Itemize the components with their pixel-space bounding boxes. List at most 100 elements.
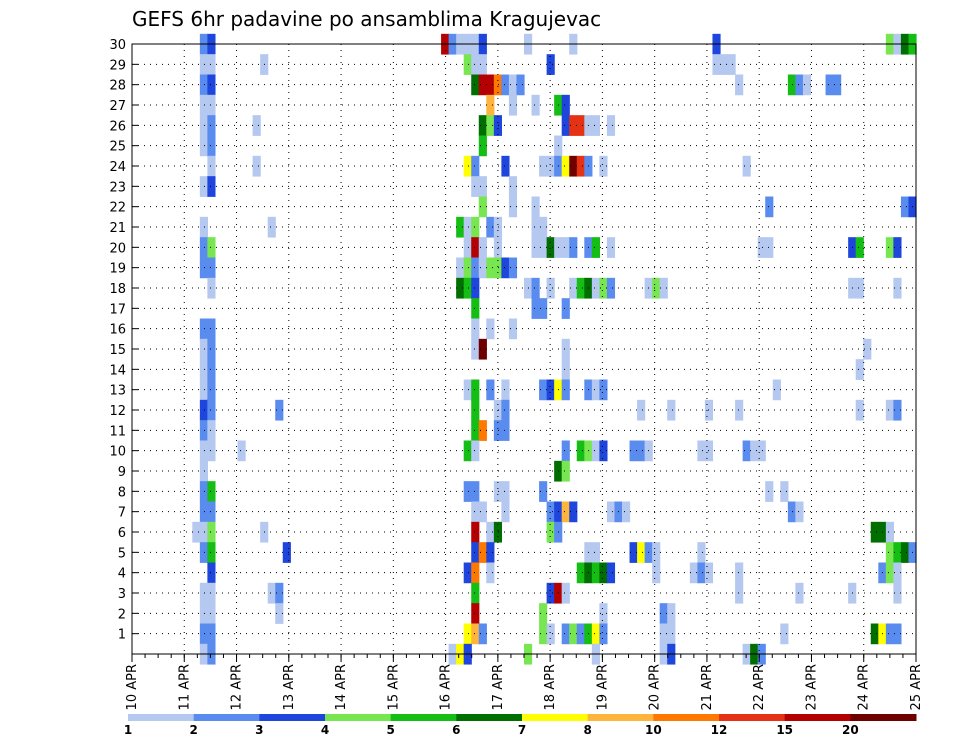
heatmap-cell — [539, 298, 548, 319]
heatmap-cell — [546, 623, 555, 645]
heatmap-cell — [599, 562, 608, 584]
heatmap-cell — [900, 196, 910, 218]
chart-title: GEFS 6hr padavine po ansamblima Kragujev… — [132, 7, 601, 31]
heatmap-cell — [531, 298, 540, 319]
heatmap-cell — [199, 338, 208, 360]
y-tick-label: 22 — [109, 201, 126, 216]
heatmap-cell — [546, 277, 555, 299]
legend-label: 7 — [518, 723, 526, 737]
heatmap-cell — [471, 216, 480, 238]
x-tick-label: 24 APR — [857, 664, 872, 710]
heatmap-cell — [199, 542, 208, 563]
y-tick-label: 23 — [109, 180, 126, 195]
x-tick-label: 14 APR — [334, 664, 349, 710]
heatmap-cell — [493, 521, 502, 543]
heatmap-cell — [561, 155, 570, 177]
heatmap-cell — [606, 115, 616, 136]
heatmap-cell — [599, 379, 608, 401]
heatmap-cell — [199, 379, 208, 401]
heatmap-cell — [727, 54, 736, 75]
legend-swatch — [784, 714, 851, 721]
heatmap-cell — [471, 603, 480, 624]
heatmap-cell — [885, 237, 894, 258]
legend-label: 12 — [711, 723, 728, 737]
heatmap-cell — [199, 420, 208, 441]
heatmap-cell — [561, 582, 570, 604]
heatmap-cell — [207, 501, 216, 523]
heatmap-cell — [802, 74, 812, 96]
heatmap-cell — [463, 216, 472, 238]
heatmap-cell — [478, 74, 487, 96]
heatmap-cell — [501, 155, 510, 177]
heatmap-cell — [463, 237, 472, 258]
x-tick-label: 17 APR — [491, 664, 506, 710]
legend-swatch — [259, 714, 326, 721]
legend-label: 2 — [189, 723, 197, 737]
y-tick-label: 10 — [109, 445, 126, 460]
heatmap-cell — [599, 155, 608, 177]
heatmap-cell — [870, 623, 879, 645]
heatmap-cell — [591, 542, 600, 563]
heatmap-cell — [546, 521, 555, 543]
heatmap-cell — [546, 501, 555, 523]
heatmap-cell — [199, 135, 208, 157]
legend-swatch — [850, 714, 917, 721]
heatmap-cell — [531, 216, 540, 238]
y-tick-label: 20 — [109, 241, 126, 256]
heatmap-cell — [885, 542, 894, 563]
heatmap-cell — [863, 338, 872, 360]
heatmap-cell — [478, 176, 487, 197]
y-tick-label: 1 — [118, 628, 126, 643]
heatmap-cell — [757, 440, 766, 462]
heatmap-cell — [471, 501, 480, 523]
heatmap-cell — [207, 338, 216, 360]
heatmap-cell — [629, 542, 638, 563]
heatmap-cell — [569, 155, 578, 177]
heatmap-cell — [471, 521, 480, 543]
y-tick-label: 19 — [109, 262, 126, 277]
heatmap-cell — [207, 542, 216, 563]
heatmap-cell — [569, 623, 578, 645]
heatmap-cell — [207, 603, 216, 624]
heatmap-cell — [199, 318, 208, 340]
heatmap-cell — [795, 74, 804, 96]
heatmap-cell — [561, 379, 570, 401]
heatmap-cell — [569, 501, 578, 523]
y-tick-label: 16 — [109, 323, 126, 338]
heatmap-cell — [463, 257, 472, 279]
heatmap-cell — [508, 196, 518, 218]
legend-swatch — [719, 714, 786, 721]
heatmap-cell — [199, 359, 208, 380]
x-tick-label: 18 APR — [543, 664, 558, 710]
heatmap-cell — [207, 115, 216, 136]
y-tick-label: 7 — [118, 506, 126, 521]
heatmap-cell — [486, 216, 495, 238]
x-tick-label: 19 APR — [595, 664, 610, 710]
heatmap-cell — [561, 94, 570, 116]
heatmap-cell — [833, 74, 842, 96]
y-tick-label: 6 — [118, 526, 126, 541]
heatmap-cell — [591, 379, 600, 401]
heatmap-cell — [207, 277, 216, 299]
heatmap-cell — [199, 582, 208, 604]
heatmap-cell — [493, 257, 502, 279]
legend-label: 6 — [452, 723, 460, 737]
heatmap-cell — [207, 74, 216, 96]
y-tick-label: 5 — [118, 546, 126, 561]
heatmap-cell — [471, 74, 480, 96]
heatmap-cell — [629, 440, 638, 462]
y-tick-label: 13 — [109, 384, 126, 399]
y-tick-label: 24 — [109, 160, 126, 175]
x-tick-label: 13 APR — [282, 664, 297, 710]
heatmap-cell — [456, 216, 465, 238]
heatmap-cells — [192, 33, 917, 665]
heatmap-cell — [207, 379, 216, 401]
heatmap-cell — [825, 74, 834, 96]
heatmap-cell — [697, 562, 706, 584]
heatmap-cell — [659, 277, 668, 299]
heatmap-cell — [471, 481, 480, 502]
heatmap-cell — [591, 277, 600, 299]
heatmap-cell — [199, 501, 208, 523]
heatmap-cell — [893, 237, 902, 258]
